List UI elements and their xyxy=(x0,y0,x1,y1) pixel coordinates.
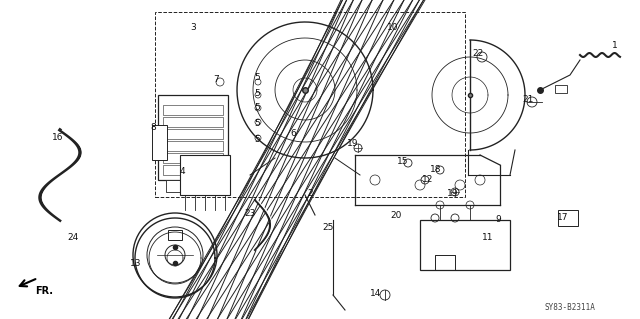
Bar xyxy=(163,117,223,127)
Text: 15: 15 xyxy=(397,157,409,166)
Text: 9: 9 xyxy=(495,216,501,225)
Text: 12: 12 xyxy=(422,175,434,184)
Text: 11: 11 xyxy=(483,234,493,242)
Text: 19: 19 xyxy=(348,138,359,147)
Bar xyxy=(166,180,186,192)
Bar xyxy=(163,105,223,115)
Bar xyxy=(163,141,223,151)
Text: 21: 21 xyxy=(522,95,534,105)
Text: 7: 7 xyxy=(213,76,219,85)
Bar xyxy=(558,210,578,226)
Text: 2: 2 xyxy=(307,189,313,197)
Text: 19: 19 xyxy=(447,189,459,197)
Bar xyxy=(152,125,167,160)
Bar xyxy=(163,153,223,163)
Text: 8: 8 xyxy=(150,123,156,132)
Text: 4: 4 xyxy=(179,167,185,176)
Bar xyxy=(196,180,216,192)
Text: 22: 22 xyxy=(472,48,484,57)
Bar xyxy=(420,220,510,270)
Text: 10: 10 xyxy=(387,24,399,33)
Text: 5: 5 xyxy=(254,103,260,113)
Bar xyxy=(163,129,223,139)
Bar xyxy=(163,165,223,175)
Bar xyxy=(155,12,465,197)
Bar xyxy=(555,85,567,93)
Text: 25: 25 xyxy=(323,224,333,233)
Text: 17: 17 xyxy=(557,213,569,222)
Text: 5: 5 xyxy=(254,136,260,145)
Text: 18: 18 xyxy=(430,166,442,174)
Text: 5: 5 xyxy=(254,72,260,81)
Text: 16: 16 xyxy=(52,133,64,143)
Text: SY83-B2311A: SY83-B2311A xyxy=(545,303,595,313)
Text: 5: 5 xyxy=(254,120,260,129)
Bar xyxy=(168,230,182,240)
Text: 6: 6 xyxy=(290,129,296,137)
Text: 1: 1 xyxy=(612,41,618,49)
Text: 5: 5 xyxy=(254,88,260,98)
Text: FR.: FR. xyxy=(35,286,53,296)
Bar xyxy=(180,155,230,195)
Text: 3: 3 xyxy=(190,24,196,33)
Text: 13: 13 xyxy=(131,258,141,268)
Text: 24: 24 xyxy=(67,234,79,242)
Bar xyxy=(158,95,228,180)
Text: 23: 23 xyxy=(244,209,256,218)
Text: 20: 20 xyxy=(390,211,402,220)
Text: 14: 14 xyxy=(371,288,381,298)
